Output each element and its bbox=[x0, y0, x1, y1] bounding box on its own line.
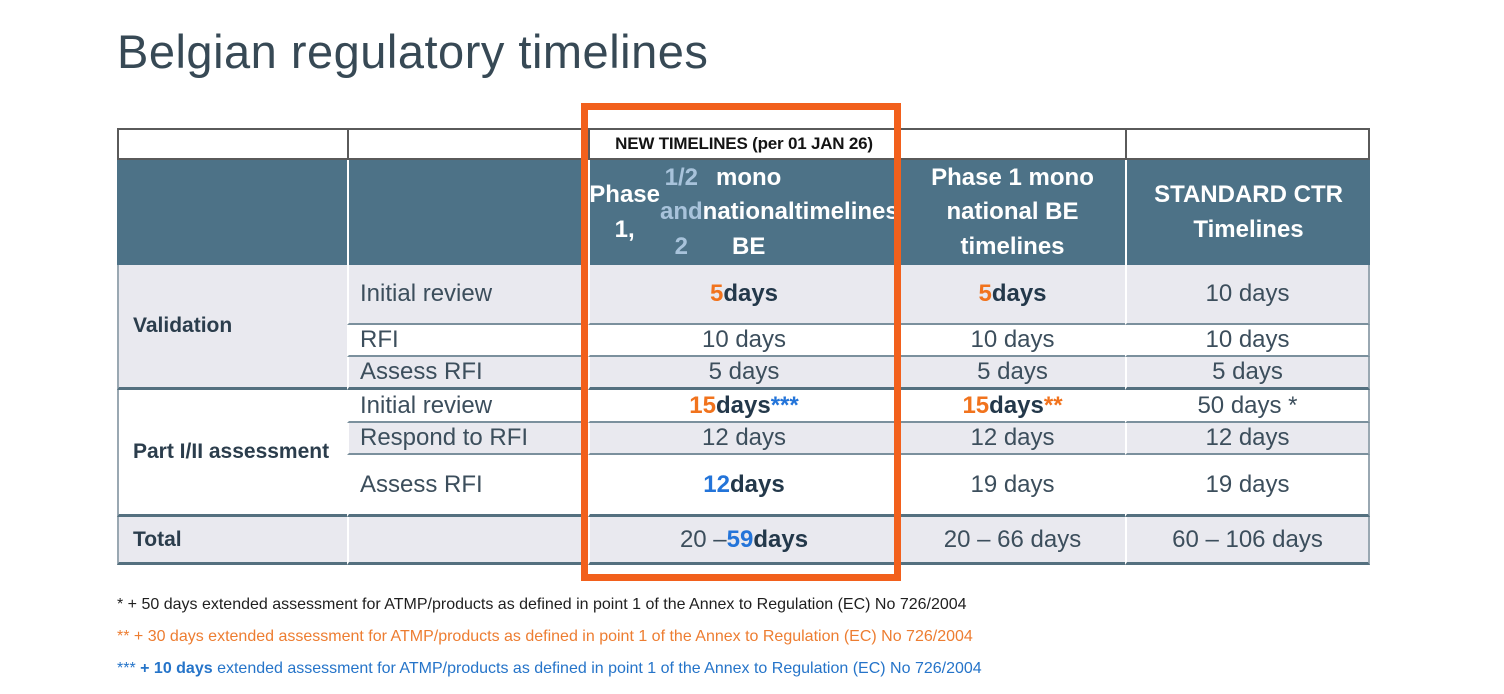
row-label-respond-to-rfi: Respond to RFI bbox=[347, 423, 588, 455]
footnote-triple-asterisk: *** + 10 days extended assessment for AT… bbox=[117, 660, 982, 677]
cell-validation-rfi-new-combined: 10 days bbox=[588, 325, 898, 357]
cell-validation-assess-standard: 5 days bbox=[1125, 357, 1370, 390]
new-timelines-label: NEW TIMELINES (per 01 JAN 26) bbox=[588, 128, 898, 160]
group-label-part-assessment: Part I/II assessment bbox=[117, 390, 347, 517]
cell-validation-initial-phase1mono: 5 days bbox=[898, 265, 1125, 325]
column-header-standard-ctr: STANDARD CTR Timelines bbox=[1125, 160, 1370, 265]
cell-total-standard: 60 – 106 days bbox=[1125, 517, 1370, 565]
cell-validation-initial-new-combined: 5 days bbox=[588, 265, 898, 325]
cell-part-initial-new-combined: 15 days *** bbox=[588, 390, 898, 423]
cell-part-respond-phase1mono: 12 days bbox=[898, 423, 1125, 455]
row-label-initial-review-2: Initial review bbox=[347, 390, 588, 423]
column-header-phase1-mono: Phase 1 mono national BE timelines bbox=[898, 160, 1125, 265]
header-cell-empty bbox=[347, 160, 588, 265]
page-title: Belgian regulatory timelines bbox=[117, 25, 709, 78]
cell-part-assess-phase1mono: 19 days bbox=[898, 455, 1125, 517]
footnote-double-asterisk: ** + 30 days extended assessment for ATM… bbox=[117, 628, 973, 645]
row-label-total: Total bbox=[117, 517, 347, 565]
cell-part-respond-standard: 12 days bbox=[1125, 423, 1370, 455]
footnote-single-asterisk: * + 50 days extended assessment for ATMP… bbox=[117, 596, 967, 613]
cell-validation-rfi-phase1mono: 10 days bbox=[898, 325, 1125, 357]
cell-validation-rfi-standard: 10 days bbox=[1125, 325, 1370, 357]
row-label-rfi: RFI bbox=[347, 325, 588, 357]
header-cell-empty bbox=[117, 160, 347, 265]
cell-part-assess-standard: 19 days bbox=[1125, 455, 1370, 517]
timelines-table: NEW TIMELINES (per 01 JAN 26) Phase 1, 1/… bbox=[117, 128, 1370, 565]
row-label-assess-rfi: Assess RFI bbox=[347, 357, 588, 390]
cell-validation-assess-new-combined: 5 days bbox=[588, 357, 898, 390]
cell-part-assess-new-combined: 12 days bbox=[588, 455, 898, 517]
cell-total-empty bbox=[347, 517, 588, 565]
cell-part-initial-phase1mono: 15 days ** bbox=[898, 390, 1125, 423]
footnotes: * + 50 days extended assessment for ATMP… bbox=[117, 596, 982, 692]
top-strip-cell-empty bbox=[898, 128, 1125, 160]
cell-total-new-combined: 20 – 59 days bbox=[588, 517, 898, 565]
cell-validation-assess-phase1mono: 5 days bbox=[898, 357, 1125, 390]
cell-part-respond-new-combined: 12 days bbox=[588, 423, 898, 455]
column-header-phase1-12-2: Phase 1, 1/2 and 2 mono national BE timelin… bbox=[588, 160, 899, 265]
group-label-validation: Validation bbox=[117, 265, 347, 390]
cell-part-initial-standard: 50 days * bbox=[1125, 390, 1370, 423]
top-strip-cell-empty bbox=[117, 128, 347, 160]
top-strip-cell-empty bbox=[1125, 128, 1370, 160]
row-label-assess-rfi-2: Assess RFI bbox=[347, 455, 588, 517]
row-label-initial-review: Initial review bbox=[347, 265, 588, 325]
cell-total-phase1mono: 20 – 66 days bbox=[898, 517, 1125, 565]
cell-validation-initial-standard: 10 days bbox=[1125, 265, 1370, 325]
top-strip-cell-empty bbox=[347, 128, 588, 160]
